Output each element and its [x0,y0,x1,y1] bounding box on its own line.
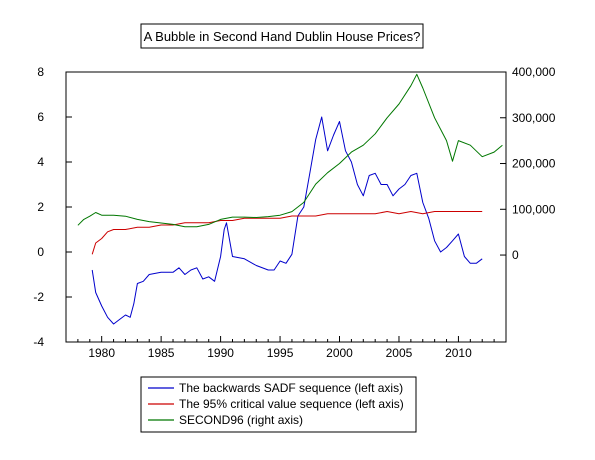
chart-title: A Bubble in Second Hand Dublin House Pri… [144,29,421,44]
x-tick-label-2005: 2005 [386,346,413,360]
right-tick-label-0: 0 [512,248,519,262]
left-tick-label--4: -4 [33,335,44,349]
series-line-sadf [91,116,483,325]
right-tick-label-400000: 400,000 [512,65,556,79]
x-tick-label-1985: 1985 [148,346,175,360]
series-line-second96 [77,73,503,228]
right-tick-label-300000: 300,000 [512,111,556,125]
axis-ticks: 1980 1985 1990 1995 2000 2005 2010 -4 -2 0 2 4 6 8 0 10… [33,65,555,360]
plot-frame [65,71,507,343]
title-box [140,23,424,49]
left-tick-label-2: 2 [37,200,44,214]
left-tick-label-0: 0 [37,245,44,259]
left-tick-label-8: 8 [37,65,44,79]
left-tick-label-6: 6 [37,110,44,124]
legend-label-sadf: The backwards SADF sequence (left axis) [179,381,403,395]
x-tick-label-1990: 1990 [207,346,234,360]
legend-label-second96: SECOND96 (right axis) [179,413,303,427]
series-lines [77,73,503,325]
left-tick-label--2: -2 [33,290,44,304]
right-tick-label-100000: 100,000 [512,202,556,216]
x-tick-label-2000: 2000 [326,346,353,360]
legend-box [140,376,417,433]
x-tick-label-1995: 1995 [267,346,294,360]
x-tick-label-1980: 1980 [88,346,115,360]
left-tick-label-4: 4 [37,155,44,169]
right-tick-label-200000: 200,000 [512,157,556,171]
x-tick-label-2010: 2010 [445,346,472,360]
series-line-critical-value [91,211,483,255]
legend-label-critical: The 95% critical value sequence (left ax… [179,397,404,411]
